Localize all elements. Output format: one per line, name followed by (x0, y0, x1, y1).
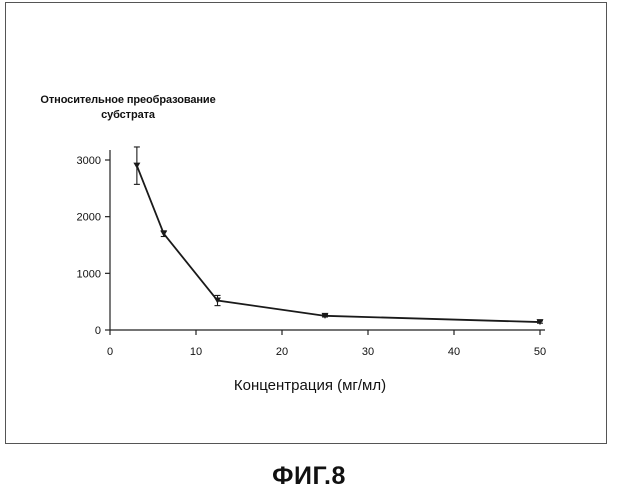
x-axis-label: Концентрация (мг/мл) (234, 377, 386, 394)
figure-caption: ФИГ.8 (272, 462, 346, 491)
x-tick-label: 0 (107, 346, 113, 358)
y-axis-label-line-2: субстрата (101, 109, 155, 121)
x-tick-label: 20 (276, 346, 288, 358)
y-tick-label: 1000 (77, 268, 101, 280)
y-axis-label-line-1: Относительное преобразование (40, 94, 215, 106)
y-tick-label: 3000 (77, 155, 101, 167)
series-line (137, 166, 540, 322)
data-point (133, 163, 140, 169)
x-tick-label: 10 (190, 346, 202, 358)
x-tick-label: 40 (448, 346, 460, 358)
y-tick-label: 2000 (77, 212, 101, 224)
y-tick-label: 0 (95, 325, 101, 337)
x-tick-label: 30 (362, 346, 374, 358)
x-tick-label: 50 (534, 346, 546, 358)
